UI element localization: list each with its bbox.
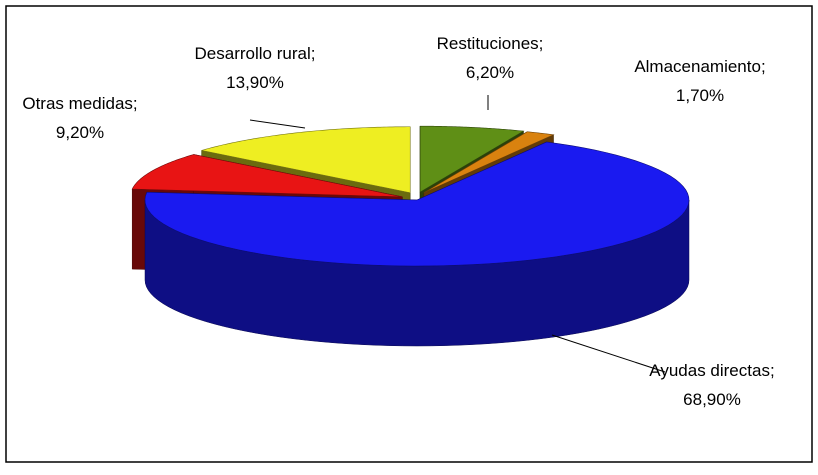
slice	[144, 141, 690, 347]
category-name: Otras medidas	[22, 94, 133, 113]
leader-line	[551, 334, 666, 373]
label-separator: ;	[770, 361, 775, 380]
category-name: Almacenamiento	[634, 57, 761, 76]
slice-top	[201, 126, 411, 194]
label-separator: ;	[761, 57, 766, 76]
data-label: Ayudas directas; 68,90%	[649, 361, 774, 409]
data-label: Almacenamiento; 1,70%	[634, 57, 765, 105]
category-name: Desarrollo rural	[195, 44, 311, 63]
category-name: Restituciones	[437, 34, 539, 53]
value-label: 6,20%	[466, 63, 514, 82]
slice-top	[419, 125, 525, 193]
label-separator: ;	[311, 44, 316, 63]
slice-top	[144, 141, 690, 267]
value-label: 68,90%	[683, 390, 741, 409]
slice-top	[423, 131, 555, 194]
value-label: 9,20%	[56, 123, 104, 142]
data-label: Desarrollo rural; 13,90%	[195, 44, 316, 92]
label-separator: ;	[133, 94, 138, 113]
value-label: 13,90%	[226, 73, 284, 92]
slice-top	[131, 154, 403, 198]
value-label: 1,70%	[676, 86, 724, 105]
category-name: Ayudas directas	[649, 361, 770, 380]
label-separator: ;	[539, 34, 544, 53]
data-label: Otras medidas; 9,20%	[22, 94, 137, 142]
data-label: Restituciones; 6,20%	[437, 34, 544, 82]
leader-line	[249, 119, 306, 129]
